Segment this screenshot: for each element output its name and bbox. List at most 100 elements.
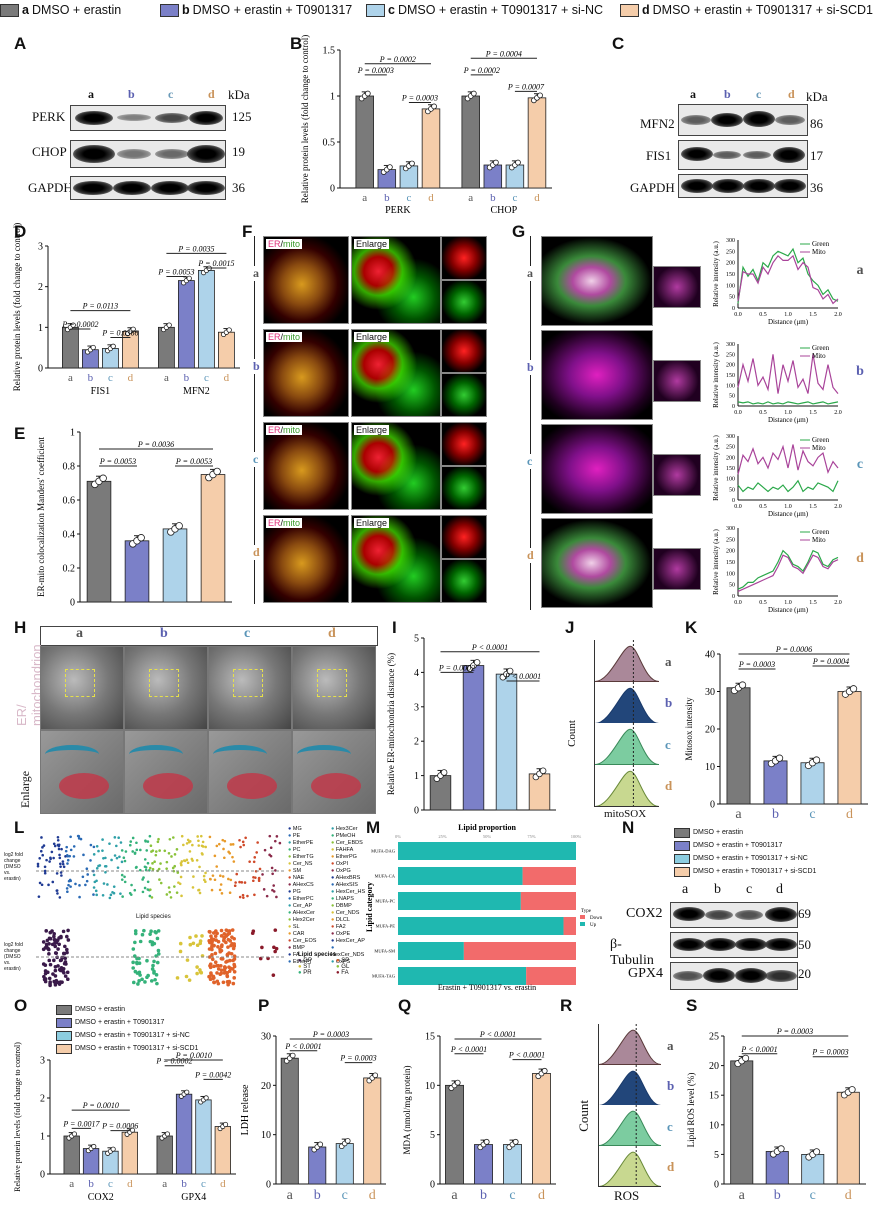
lipid-point xyxy=(232,860,236,863)
enlarge-label: Enlarge xyxy=(354,332,390,342)
data-point xyxy=(344,1138,351,1144)
lipid-point xyxy=(219,944,224,949)
lipid-point xyxy=(131,836,135,840)
p-value-label: P = 0.0003 xyxy=(738,660,775,669)
y-tick-label: 0 xyxy=(266,1180,271,1191)
category-label: c xyxy=(204,372,209,384)
lipid-point xyxy=(179,875,183,879)
lipid-point xyxy=(128,891,132,895)
lipid-point xyxy=(40,883,44,887)
lipid-top-scatter xyxy=(36,834,284,900)
lipid-point xyxy=(56,838,60,842)
x-tick-label: 0.0 xyxy=(734,600,742,606)
bar xyxy=(86,480,112,603)
lipid-point xyxy=(81,875,85,879)
lipid-point xyxy=(77,837,81,840)
lipid-point xyxy=(101,838,104,841)
lipid-point xyxy=(215,844,219,848)
lipid-point xyxy=(130,883,133,887)
histogram-peak xyxy=(595,687,659,723)
lipid-point xyxy=(228,891,232,895)
lipid-point xyxy=(148,894,152,898)
bar xyxy=(763,760,788,805)
lipid-point xyxy=(77,834,81,838)
lipid-point xyxy=(241,840,245,844)
n-legend-a: DMSO + erastin xyxy=(674,826,816,839)
lipid-point xyxy=(234,881,237,884)
lipid-point xyxy=(154,973,159,977)
lipid-point xyxy=(157,867,161,871)
blot-row-label: FIS1 xyxy=(646,148,672,163)
y-tick-label: 0.6 xyxy=(63,496,76,507)
data-point xyxy=(130,326,136,332)
y-tick-label: 20 xyxy=(709,1061,719,1072)
lipid-point xyxy=(194,934,198,938)
bar xyxy=(82,1148,100,1175)
lipid-point xyxy=(272,945,276,950)
lipid-point xyxy=(148,866,152,870)
data-point xyxy=(289,1052,296,1059)
x-tick-label: 1.5 xyxy=(809,312,817,318)
bar-up xyxy=(398,942,464,960)
chart-I: 0 1 2 3 4 5 Relative ER-mitochondria distance … xyxy=(386,634,556,817)
lipid-point xyxy=(188,935,192,940)
bar xyxy=(102,348,119,369)
lipid-point xyxy=(210,888,214,892)
y-tick-label: 1.5 xyxy=(323,46,336,57)
y-axis-label: LDH release xyxy=(240,1084,251,1135)
x-tick-label: 1.5 xyxy=(809,410,817,416)
bar xyxy=(308,1146,327,1185)
series-green xyxy=(737,549,839,590)
y-tick-label: 40 xyxy=(705,650,715,661)
lipid-class-item: ● HexCer_AP xyxy=(331,938,365,944)
lipid-point xyxy=(185,858,189,862)
y-tick-label: 100 xyxy=(726,383,735,389)
lipid-point xyxy=(261,873,264,876)
species-legend-item: ● PR xyxy=(298,970,312,976)
tem-enlarge xyxy=(124,730,208,814)
y-tick-label: 0.2 xyxy=(63,564,76,575)
lipid-point xyxy=(60,847,63,851)
bar xyxy=(177,280,195,369)
data-point xyxy=(99,474,107,482)
bar xyxy=(505,164,525,189)
lipid-point xyxy=(145,849,149,852)
lipid-point xyxy=(198,891,202,895)
lipid-point xyxy=(153,977,157,982)
lane-label: a xyxy=(527,266,533,281)
x-tick-label: 1.0 xyxy=(784,410,792,416)
x-axis-label: Distance (μm) xyxy=(768,416,809,424)
lipid-point xyxy=(213,960,218,965)
legend-swatch xyxy=(580,915,585,919)
bar xyxy=(156,1135,173,1175)
kda-value: 36 xyxy=(232,180,245,195)
category-label: a xyxy=(287,1188,294,1203)
mitochondrion-overlay xyxy=(59,773,109,799)
lipid-point xyxy=(64,849,68,853)
lipid-point xyxy=(72,845,76,848)
lipid-point xyxy=(135,841,138,845)
tem-enlarge xyxy=(208,730,292,814)
panel-label-e: E xyxy=(14,424,26,443)
blot-tubulin xyxy=(670,932,798,958)
lipid-point xyxy=(59,862,62,866)
lipid-point xyxy=(266,956,270,961)
blot-gapdh xyxy=(70,176,226,200)
y-tick-label: 100 xyxy=(726,283,735,289)
lipid-point xyxy=(229,843,233,846)
y-tick-label: 5 xyxy=(414,634,419,645)
y-tick-label: 100 xyxy=(726,571,735,577)
gft-confocal-image xyxy=(541,424,653,514)
lipid-point xyxy=(231,855,234,859)
bar xyxy=(363,1077,382,1185)
lane-label: d xyxy=(328,626,336,641)
lipid-point xyxy=(131,966,135,970)
lipid-point xyxy=(213,934,218,938)
p-value-label: P = 0.0053 xyxy=(157,268,194,277)
category-label: a xyxy=(362,192,367,204)
category-label: c xyxy=(201,1178,206,1190)
category-label: c xyxy=(108,1178,113,1190)
lipid-point xyxy=(136,982,140,986)
lipid-point xyxy=(250,931,255,936)
lipid-point xyxy=(221,875,225,878)
